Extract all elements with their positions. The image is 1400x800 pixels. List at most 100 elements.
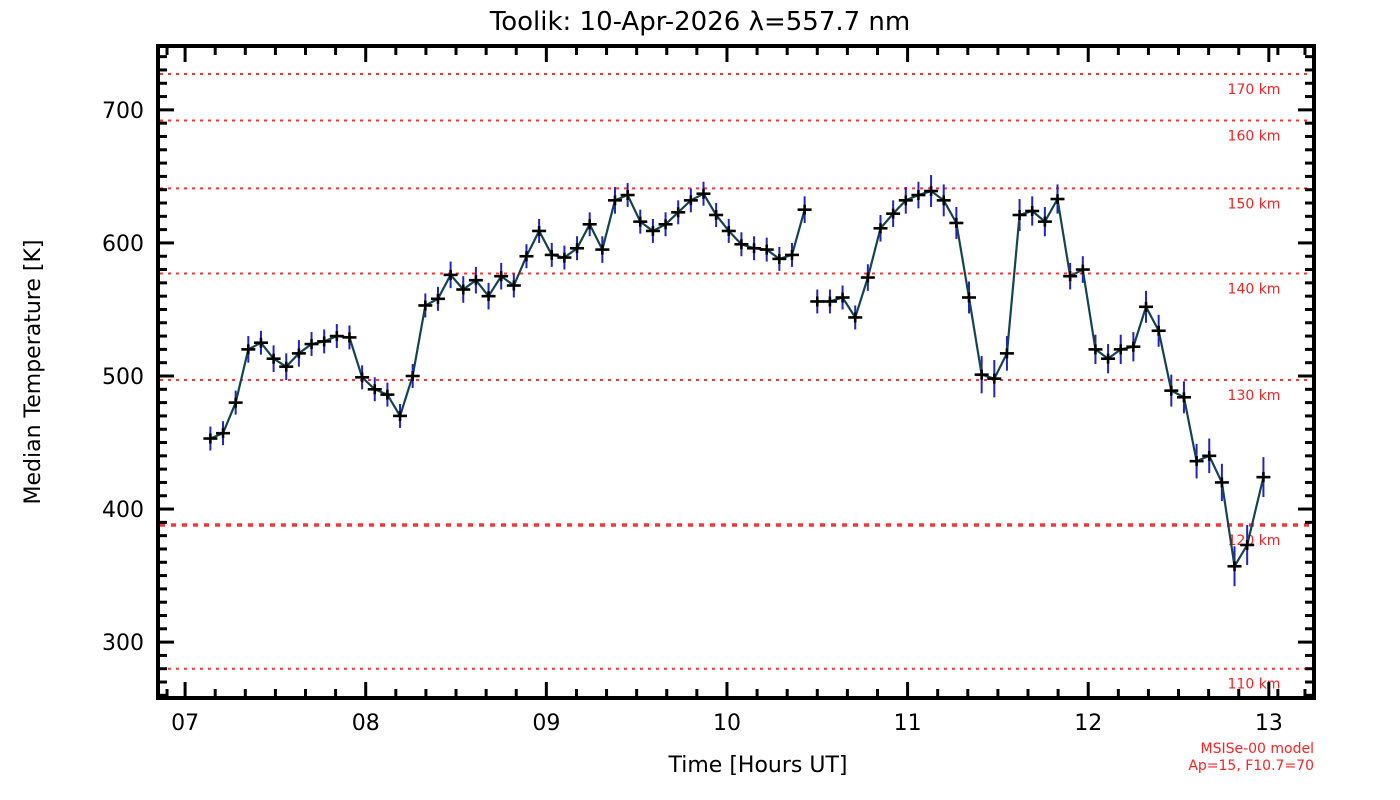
data-point-marker [772, 253, 787, 264]
data-point-marker [380, 389, 395, 400]
data-point-marker [1037, 216, 1052, 227]
data-point-marker [1214, 477, 1229, 488]
data-point-marker [1189, 456, 1204, 467]
data-point-marker [203, 433, 218, 444]
data-point-marker [304, 339, 319, 350]
data-point-marker [949, 217, 964, 228]
data-point-marker [607, 195, 622, 206]
altitude-label: 160 km [1228, 129, 1281, 145]
data-point-marker [342, 332, 357, 343]
data-point-marker [1063, 271, 1078, 282]
data-point-marker [266, 353, 281, 364]
data-point-marker [582, 219, 597, 230]
data-point-marker [1075, 264, 1090, 275]
data-point-marker [936, 195, 951, 206]
y-tick-label: 400 [102, 498, 144, 523]
data-point-marker [810, 296, 825, 307]
data-point-marker [1240, 539, 1255, 550]
altitude-label: 110 km [1228, 677, 1281, 693]
data-point-marker [1176, 392, 1191, 403]
data-point-marker [1139, 301, 1154, 312]
data-point-marker [747, 243, 762, 254]
data-point-markers [203, 186, 1271, 572]
data-point-marker [532, 225, 547, 236]
data-point-marker [481, 291, 496, 302]
model-annotation-line2: Ap=15, F10.7=70 [1188, 758, 1314, 774]
data-point-marker [557, 252, 572, 263]
x-tick-label: 07 [171, 711, 199, 736]
data-point-marker [886, 208, 901, 219]
x-tick-label: 10 [713, 711, 741, 736]
data-point-marker [974, 369, 989, 380]
data-point-marker [468, 275, 483, 286]
data-point-marker [405, 370, 420, 381]
data-point-marker [1256, 472, 1271, 483]
data-point-marker [595, 244, 610, 255]
data-point-marker [241, 344, 256, 355]
data-point-marker [317, 336, 332, 347]
data-point-marker [1012, 209, 1027, 220]
model-annotation-line1: MSISe-00 model [1200, 741, 1314, 757]
data-point-marker [721, 225, 736, 236]
data-point-marker [759, 244, 774, 255]
data-point-marker [430, 293, 445, 304]
data-point-marker [1202, 450, 1217, 461]
data-point-marker [860, 272, 875, 283]
data-point-marker [1227, 561, 1242, 572]
altitude-label: 140 km [1228, 282, 1281, 298]
data-point-marker [506, 280, 521, 291]
data-point-marker [1113, 344, 1128, 355]
data-point-marker [696, 188, 711, 199]
x-tick-label: 08 [352, 711, 380, 736]
data-point-marker [822, 296, 837, 307]
data-point-marker [418, 300, 433, 311]
temperature-data-line [209, 189, 1265, 570]
plot-area [158, 46, 1314, 698]
data-point-marker [633, 216, 648, 227]
y-tick-label: 500 [102, 365, 144, 390]
data-point-marker [709, 209, 724, 220]
x-tick-label: 11 [894, 711, 922, 736]
data-point-marker [544, 249, 559, 260]
data-point-marker [519, 251, 534, 262]
data-point-marker [329, 331, 344, 342]
altitude-label: 130 km [1228, 388, 1281, 404]
y-axis-tick-labels: 300 400 500 600 700 [102, 99, 144, 656]
altitude-label: 150 km [1228, 196, 1281, 212]
data-point-marker [367, 384, 382, 395]
y-axis-label: Median Temperature [K] [21, 240, 46, 505]
data-point-marker [671, 207, 686, 218]
data-point-marker [443, 269, 458, 280]
chart-title: Toolik: 10-Apr-2026 λ=557.7 nm [489, 7, 911, 37]
data-point-marker [1025, 205, 1040, 216]
x-tick-label: 12 [1074, 711, 1102, 736]
data-point-marker [456, 284, 471, 295]
data-point-marker [784, 249, 799, 260]
data-point-marker [291, 348, 306, 359]
y-tick-label: 300 [102, 631, 144, 656]
data-point-marker [683, 195, 698, 206]
data-point-marker [835, 292, 850, 303]
data-point-marker [1126, 341, 1141, 352]
data-point-marker [962, 292, 977, 303]
data-point-marker [494, 271, 509, 282]
data-point-marker [848, 312, 863, 323]
data-point-marker [987, 373, 1002, 384]
data-point-marker [924, 186, 939, 197]
data-point-marker [570, 243, 585, 254]
data-point-marker [228, 397, 243, 408]
plot-frame [156, 44, 1316, 700]
data-point-marker [1050, 194, 1065, 205]
x-axis-label: Time [Hours UT] [668, 753, 848, 778]
data-point-marker [620, 190, 635, 201]
data-point-marker [645, 225, 660, 236]
data-point-marker [1088, 344, 1103, 355]
data-point-marker [797, 204, 812, 215]
data-point-marker [393, 410, 408, 421]
data-point-marker [999, 348, 1014, 359]
data-point-marker [658, 219, 673, 230]
x-tick-label: 13 [1255, 711, 1283, 736]
data-point-marker [216, 428, 231, 439]
